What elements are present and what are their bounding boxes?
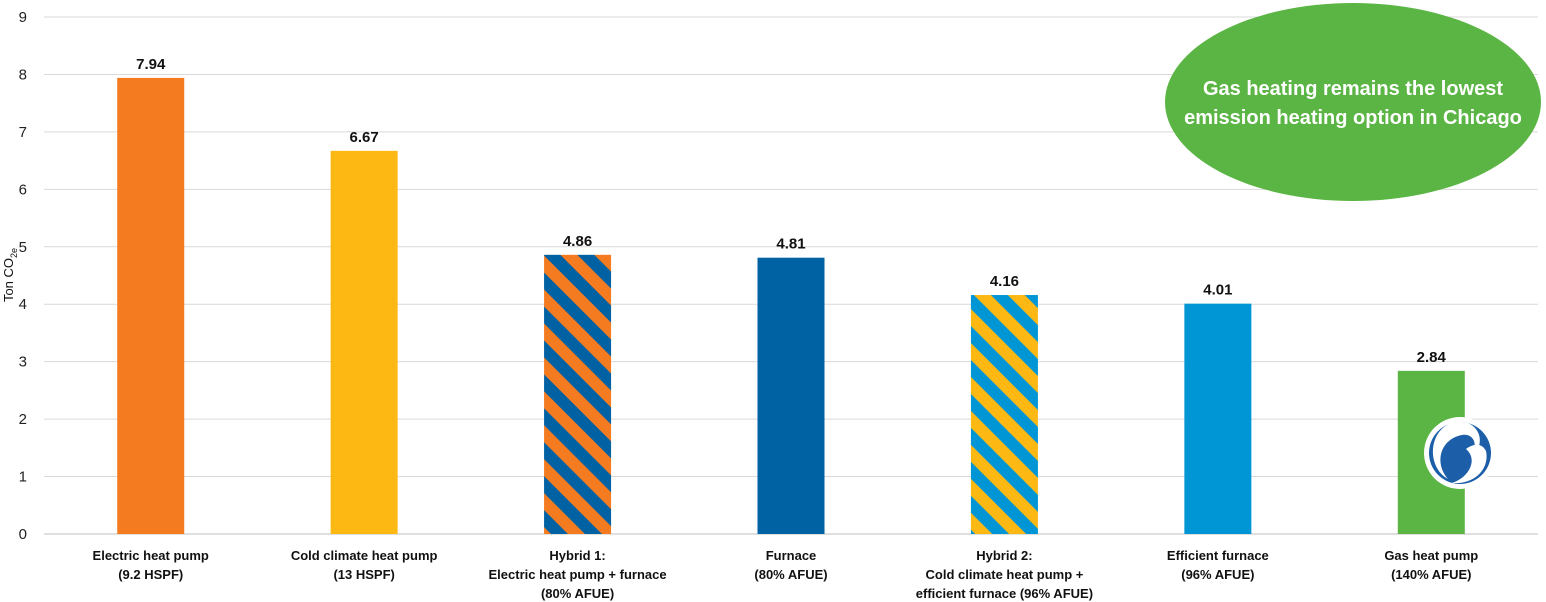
category-label: (80% AFUE) (541, 586, 614, 601)
bar (970, 295, 1038, 534)
category-label: Efficient furnace (1167, 548, 1269, 563)
data-label: 4.01 (1203, 282, 1232, 299)
callout-line-1: Gas heating remains the lowest (1203, 78, 1503, 100)
y-tick-label: 9 (19, 9, 27, 26)
y-axis-label-sub: 2e (9, 248, 19, 258)
logo-swoosh (1432, 421, 1480, 479)
category-label: Gas heat pump (1384, 548, 1478, 563)
category-label: efficient furnace (96% AFUE) (916, 586, 1093, 601)
y-axis-ticks: 0 1 2 3 4 5 6 7 8 9 (19, 9, 27, 543)
callout-line-2: emission heating option in Chicago (1184, 107, 1522, 129)
y-tick-label: 6 (19, 181, 27, 198)
data-label: 4.86 (563, 233, 592, 250)
logo-swoosh-2 (1452, 444, 1487, 484)
y-tick-label: 1 (19, 469, 27, 486)
annotation-callout: Gas heating remains the lowest emission … (1165, 3, 1541, 201)
bar (330, 150, 398, 534)
y-tick-label: 3 (19, 354, 27, 371)
bar (117, 77, 185, 534)
category-label: (96% AFUE) (1181, 567, 1254, 582)
bars (117, 77, 1465, 534)
category-label: Cold climate heat pump + (926, 567, 1084, 582)
y-tick-label: 4 (19, 296, 27, 313)
data-label: 4.81 (776, 236, 805, 253)
data-label: 2.84 (1417, 349, 1447, 366)
y-tick-label: 0 (19, 526, 27, 543)
category-labels: Electric heat pump (9.2 HSPF) Cold climate… (93, 548, 1479, 601)
category-label: (140% AFUE) (1391, 567, 1471, 582)
y-axis-label-main: Ton CO (1, 258, 16, 302)
category-label: Furnace (766, 548, 817, 563)
category-label: (80% AFUE) (754, 567, 827, 582)
category-label: (9.2 HSPF) (118, 567, 183, 582)
category-label: Hybrid 1: (549, 548, 605, 563)
category-label: Cold climate heat pump (291, 548, 438, 563)
y-axis-label: Ton CO2e (1, 248, 19, 302)
gas-flame-logo-icon (1424, 417, 1496, 489)
y-tick-label: 8 (19, 66, 27, 83)
category-label: Electric heat pump (93, 548, 209, 563)
bar (544, 254, 612, 534)
category-label: Electric heat pump + furnace (489, 567, 667, 582)
bar (757, 257, 825, 534)
y-tick-label: 5 (19, 239, 27, 256)
category-label: Hybrid 2: (976, 548, 1032, 563)
data-label: 7.94 (136, 56, 166, 73)
bar (1184, 303, 1252, 534)
y-tick-label: 7 (19, 124, 27, 141)
y-tick-label: 2 (19, 411, 27, 428)
callout-ellipse (1165, 3, 1541, 201)
data-label: 6.67 (350, 129, 379, 146)
data-label: 4.16 (990, 273, 1019, 290)
category-label: (13 HSPF) (333, 567, 394, 582)
data-labels: 7.94 6.67 4.86 4.81 4.16 4.01 2.84 (136, 56, 1446, 366)
